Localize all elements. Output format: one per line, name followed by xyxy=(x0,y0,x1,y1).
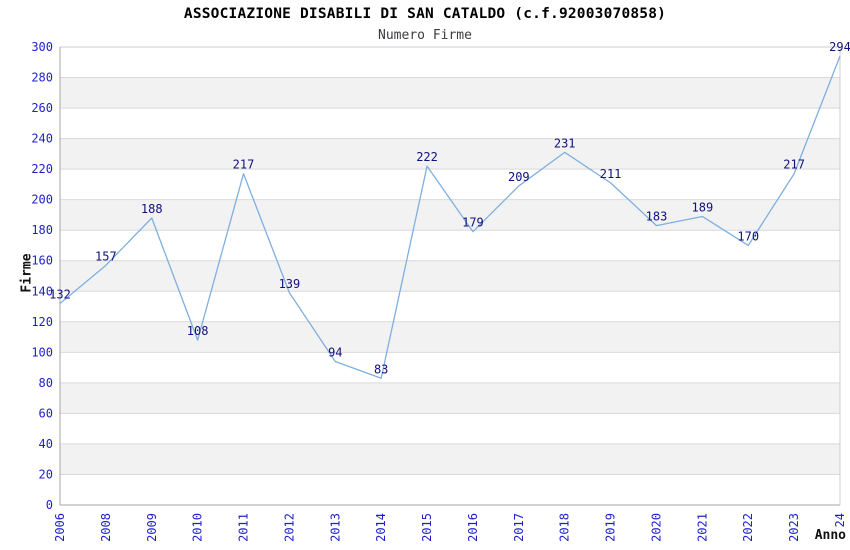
x-tick-label: 2017 xyxy=(512,513,526,542)
x-tick-label: 2020 xyxy=(649,513,663,542)
point-label: 179 xyxy=(462,216,484,230)
point-label: 231 xyxy=(554,136,576,150)
x-tick-label: 2009 xyxy=(145,513,159,542)
x-tick-label: 2022 xyxy=(741,513,755,542)
x-tick-label: 2014 xyxy=(374,513,388,542)
y-tick-label: 40 xyxy=(39,437,53,451)
background-band xyxy=(60,382,840,414)
point-label: 222 xyxy=(416,150,438,164)
point-label: 188 xyxy=(141,202,163,216)
point-label: 170 xyxy=(737,229,759,243)
x-tick-label: 2010 xyxy=(191,513,205,542)
background-band xyxy=(60,260,840,292)
y-tick-label: 0 xyxy=(46,498,53,512)
y-tick-label: 300 xyxy=(31,40,53,54)
point-label: 217 xyxy=(233,158,255,172)
x-tick-label: 2015 xyxy=(420,513,434,542)
y-tick-label: 140 xyxy=(31,284,53,298)
x-tick-label: 2019 xyxy=(604,513,618,542)
y-tick-label: 280 xyxy=(31,71,53,85)
series-line xyxy=(59,55,841,379)
x-tick-label: 2021 xyxy=(695,513,709,542)
y-tick-label: 180 xyxy=(31,223,53,237)
point-label: 139 xyxy=(279,277,301,291)
x-tick-label: 2016 xyxy=(466,513,480,542)
point-label: 211 xyxy=(600,167,622,181)
point-label: 217 xyxy=(783,158,805,172)
y-tick-label: 160 xyxy=(31,254,53,268)
point-label: 294 xyxy=(829,40,850,54)
x-tick-label: 2013 xyxy=(328,513,342,542)
background-band xyxy=(60,138,840,170)
point-label: 83 xyxy=(374,362,388,376)
y-tick-label: 100 xyxy=(31,345,53,359)
y-tick-label: 20 xyxy=(39,467,53,481)
background-band xyxy=(60,321,840,353)
y-tick-label: 80 xyxy=(39,376,53,390)
y-tick-label: 60 xyxy=(39,406,53,420)
point-label: 108 xyxy=(187,324,209,338)
chart-subtitle: Numero Firme xyxy=(378,28,472,43)
x-tick-label: 2008 xyxy=(99,513,113,542)
point-label: 157 xyxy=(95,249,117,263)
y-tick-label: 220 xyxy=(31,162,53,176)
background-band xyxy=(60,77,840,109)
y-tick-label: 120 xyxy=(31,315,53,329)
x-tick-label: 2023 xyxy=(787,513,801,542)
y-axis-title: Firme xyxy=(19,253,35,293)
x-tick-label: 2011 xyxy=(237,513,251,542)
point-label: 183 xyxy=(646,210,668,224)
background-band xyxy=(60,199,840,231)
chart-title: ASSOCIAZIONE DISABILI DI SAN CATALDO (c.… xyxy=(183,6,667,22)
point-label: 94 xyxy=(328,345,342,359)
point-label: 189 xyxy=(692,200,714,214)
x-tick-label: 2018 xyxy=(558,513,572,542)
background-band xyxy=(60,443,840,475)
point-label: 209 xyxy=(508,170,530,184)
point-label: 132 xyxy=(49,287,71,301)
y-tick-label: 200 xyxy=(31,193,53,207)
x-axis-title: Anno xyxy=(814,528,846,543)
y-tick-label: 260 xyxy=(31,101,53,115)
y-tick-label: 240 xyxy=(31,132,53,146)
x-tick-label: 2006 xyxy=(53,513,67,542)
x-tick-label: 2012 xyxy=(282,513,296,542)
